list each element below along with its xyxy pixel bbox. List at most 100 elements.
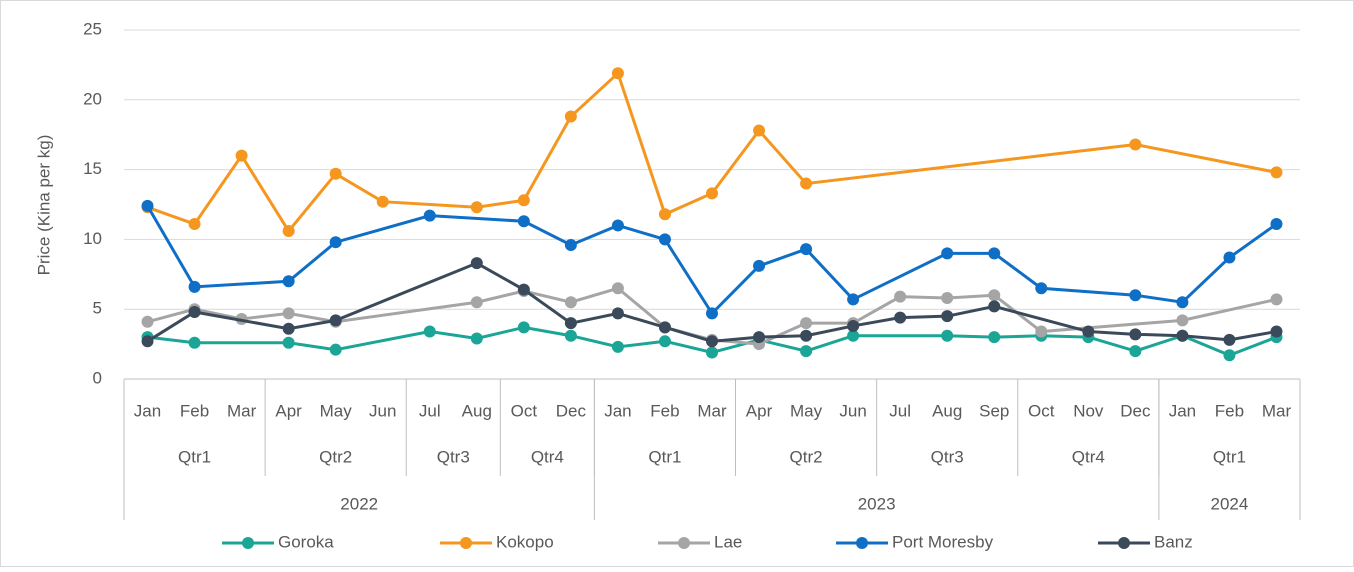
point — [1270, 218, 1283, 231]
x-tick-label: Dec — [556, 401, 587, 420]
y-tick-label: 5 — [93, 299, 102, 318]
x-tick-label: Jul — [889, 401, 911, 420]
point — [753, 259, 766, 272]
point — [564, 110, 577, 123]
point — [941, 329, 954, 342]
point — [1223, 251, 1236, 264]
point — [988, 289, 1001, 302]
point — [423, 325, 436, 338]
point — [1129, 289, 1142, 302]
legend-label: Goroka — [278, 532, 334, 551]
point — [329, 167, 342, 180]
point — [753, 124, 766, 137]
x-tick-label: Sep — [979, 401, 1009, 420]
point — [988, 247, 1001, 260]
point — [800, 345, 813, 358]
point — [611, 307, 624, 320]
legend-label: Kokopo — [496, 532, 554, 551]
x-tick-label: Jun — [839, 401, 866, 420]
point — [753, 331, 766, 344]
point — [611, 219, 624, 232]
point — [517, 283, 530, 296]
point — [188, 336, 201, 349]
point — [611, 282, 624, 295]
x-tick-label: Jan — [1169, 401, 1196, 420]
point — [658, 208, 671, 221]
point — [564, 317, 577, 330]
x-tick-label: Oct — [511, 401, 538, 420]
point — [941, 310, 954, 323]
point — [706, 335, 718, 348]
group-label: 2022 — [340, 494, 378, 513]
x-tick-label: Oct — [1028, 401, 1055, 420]
y-tick-label: 15 — [83, 159, 102, 178]
point — [1223, 349, 1236, 362]
x-tick-label: Mar — [1262, 401, 1292, 420]
x-tick-label: Jan — [604, 401, 631, 420]
point — [706, 187, 718, 200]
group-label: Qtr1 — [1213, 447, 1246, 466]
x-tick-label: Jan — [134, 401, 161, 420]
y-tick-label: 0 — [93, 368, 102, 387]
point — [894, 311, 907, 324]
point — [282, 322, 295, 335]
x-tick-label: Aug — [462, 401, 492, 420]
point — [800, 177, 813, 190]
point — [517, 321, 530, 334]
point — [470, 332, 483, 345]
point — [564, 296, 577, 309]
point — [329, 236, 342, 249]
point — [282, 275, 295, 288]
point — [282, 307, 295, 320]
point — [188, 305, 201, 318]
x-tick-label: Feb — [650, 401, 679, 420]
point — [329, 343, 342, 356]
point — [941, 247, 954, 260]
x-tick-label: May — [790, 401, 823, 420]
point — [658, 321, 671, 334]
x-tick-label: Feb — [1215, 401, 1244, 420]
point — [847, 329, 860, 342]
point — [564, 238, 577, 251]
legend-label: Banz — [1154, 532, 1193, 551]
point — [1082, 325, 1095, 338]
point — [564, 329, 577, 342]
point — [1176, 296, 1189, 309]
x-tick-label: Nov — [1073, 401, 1104, 420]
group-label: 2024 — [1211, 494, 1249, 513]
point — [658, 233, 671, 246]
legend-marker — [1118, 537, 1130, 549]
point — [282, 225, 295, 238]
x-tick-label: May — [320, 401, 353, 420]
point — [1129, 345, 1142, 358]
point — [1035, 282, 1048, 295]
point — [847, 319, 860, 332]
series-line — [147, 325, 1278, 357]
point — [988, 300, 1001, 313]
point — [470, 201, 483, 214]
x-tick-label: Jul — [419, 401, 441, 420]
point — [706, 307, 718, 320]
x-tick-label: Feb — [180, 401, 209, 420]
point — [282, 336, 295, 349]
point — [141, 335, 154, 348]
y-tick-label: 25 — [83, 19, 102, 38]
point — [1176, 329, 1189, 342]
group-label: Qtr2 — [790, 447, 823, 466]
point — [800, 329, 813, 342]
x-tick-label: Aug — [932, 401, 962, 420]
point — [188, 218, 201, 231]
point — [1270, 293, 1283, 306]
series-line — [146, 205, 1278, 316]
legend-marker — [678, 537, 690, 549]
series-line — [147, 70, 1277, 234]
point — [1035, 325, 1048, 338]
point — [1176, 314, 1189, 327]
group-label: 2023 — [858, 494, 896, 513]
point — [517, 194, 530, 207]
point — [611, 67, 624, 80]
legend-marker — [856, 537, 868, 549]
group-label: Qtr1 — [648, 447, 681, 466]
legend-label: Port Moresby — [892, 532, 994, 551]
